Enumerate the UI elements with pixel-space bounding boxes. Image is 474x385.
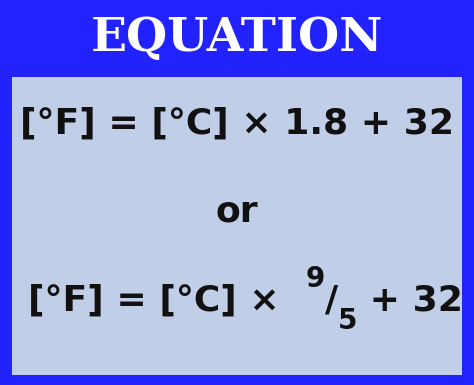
- Text: [°F] = [°C] ×: [°F] = [°C] ×: [28, 283, 305, 317]
- Text: EQUATION: EQUATION: [91, 15, 383, 62]
- Text: [°F] = [°C] × 1.8 + 32: [°F] = [°C] × 1.8 + 32: [20, 106, 454, 140]
- Text: 5: 5: [338, 308, 357, 335]
- Bar: [0, 0, 474, 77]
- Text: 9: 9: [305, 265, 325, 293]
- Text: or: or: [216, 195, 258, 229]
- Text: /: /: [325, 283, 338, 317]
- Text: + 32: + 32: [357, 283, 463, 317]
- Bar: [12, 77, 462, 375]
